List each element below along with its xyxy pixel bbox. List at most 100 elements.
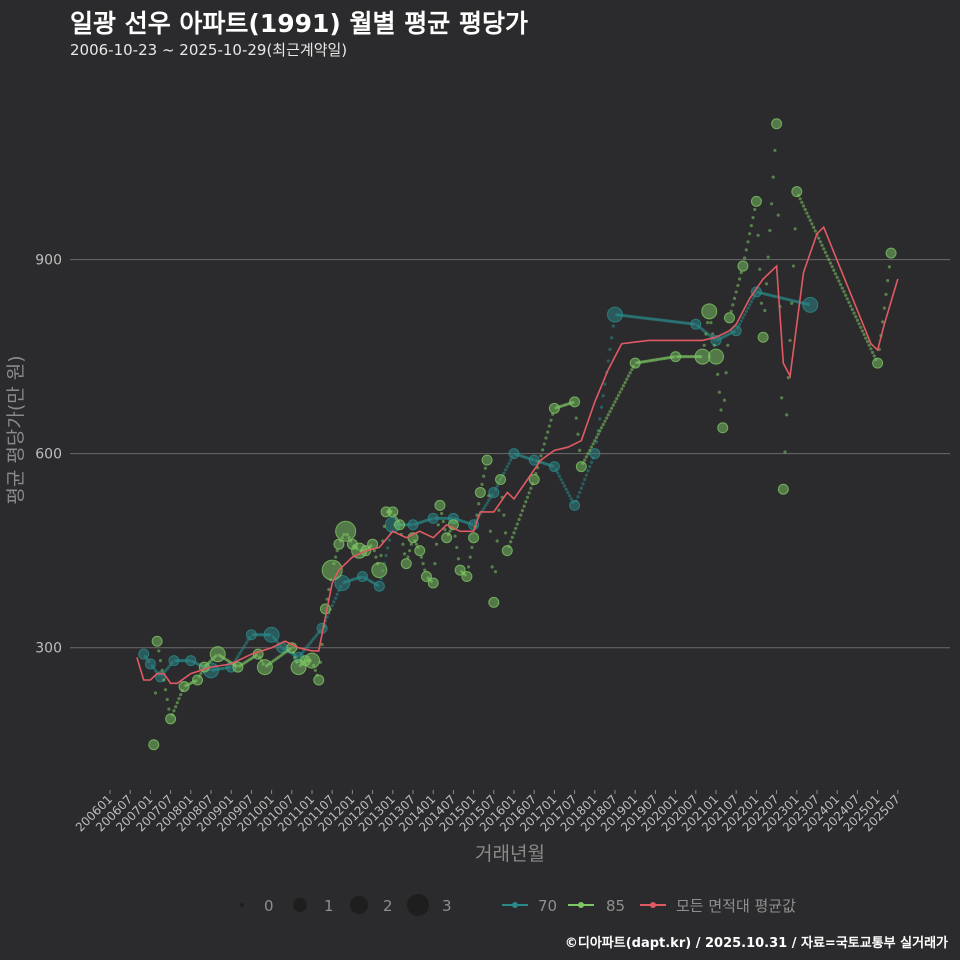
series-70-point-27 xyxy=(690,318,702,330)
series-70-interp-dot xyxy=(487,498,491,503)
series-85-interp-dot xyxy=(850,307,854,312)
series-70-interp-dot xyxy=(243,643,247,648)
series-70-interp-dot xyxy=(238,652,242,656)
series-70-interp-dot xyxy=(599,405,604,409)
series-85-interp-dot xyxy=(618,390,622,394)
series-85-point-33 xyxy=(441,532,453,544)
series-85-interp-dot xyxy=(525,495,530,499)
series-85-interp-dot xyxy=(488,529,493,533)
series-85-interp-dot xyxy=(759,301,764,305)
series-85-interp-dot xyxy=(616,393,620,398)
series-70-point-23 xyxy=(548,461,560,473)
series-85-interp-dot xyxy=(520,509,525,513)
size-legend-dot-3 xyxy=(407,894,429,916)
series-85-interp-dot xyxy=(845,297,849,301)
series-85-interp-dot xyxy=(626,374,631,378)
series-85-interp-dot xyxy=(539,454,543,458)
series-70-point-31 xyxy=(802,296,819,313)
series-85-interp-dot xyxy=(490,565,494,569)
series-85-interp-dot xyxy=(758,267,762,271)
series-85-point-36 xyxy=(461,571,473,583)
series-70-interp-dot xyxy=(576,495,580,499)
y-axis-ticks: 300 600 900 xyxy=(35,253,62,657)
series-85-interp-dot xyxy=(628,371,632,375)
series-85-interp-dot xyxy=(625,377,629,381)
series-85-interp-dot xyxy=(487,494,491,498)
series-85-interp-dot xyxy=(468,555,472,559)
series-70-interp-dot xyxy=(559,477,563,482)
size-legend-dot-0 xyxy=(240,903,244,907)
series-70-interp-dot xyxy=(556,471,560,475)
series-85-interp-dot xyxy=(448,529,452,533)
series-85-interp-dot xyxy=(828,261,833,265)
series-85-interp-dot xyxy=(613,400,617,404)
series-85-interp-dot xyxy=(604,416,609,420)
series-85-point-57 xyxy=(771,118,783,130)
series-85-interp-dot xyxy=(440,511,444,516)
series-85-interp-dot xyxy=(859,325,863,329)
series-85-point-56 xyxy=(757,331,769,343)
series-70-interp-dot xyxy=(386,546,390,550)
size-legend-dot-2 xyxy=(350,896,368,914)
chart-title: 일광 선우 아파트(1991) 월별 평균 평당가 xyxy=(70,9,528,38)
series-85-interp-dot xyxy=(527,491,531,495)
series-85-interp-dot xyxy=(776,213,780,217)
series-85-interp-dot xyxy=(157,649,161,653)
series-85-interp-dot xyxy=(436,523,440,527)
series-85-interp-dot xyxy=(704,332,708,336)
series-85-point-41 xyxy=(495,474,507,486)
legend-item-85: 85 xyxy=(568,897,625,915)
series-85-interp-dot xyxy=(480,482,484,486)
series-70-interp-dot xyxy=(502,471,506,475)
series-85-interp-dot xyxy=(732,296,737,300)
series-85-interp-dot xyxy=(482,474,486,478)
series-85-interp-dot xyxy=(865,340,870,344)
series-70-interp-dot xyxy=(239,649,243,653)
series-85-interp-dot xyxy=(621,384,626,388)
series-70-point-22 xyxy=(528,454,540,466)
series-70-interp-dot xyxy=(584,473,588,477)
series-85-interp-dot xyxy=(763,308,767,313)
series-85-interp-dot xyxy=(705,321,710,325)
series-85-interp-dot xyxy=(475,513,479,517)
series-85-interp-dot xyxy=(793,227,797,231)
series-85-interp-dot xyxy=(608,409,612,414)
series-85-interp-dot xyxy=(574,416,578,420)
series-85-interp-dot xyxy=(731,303,735,307)
series-85-interp-dot xyxy=(517,517,521,522)
series-85-interp-dot xyxy=(854,315,858,319)
series-85-point-32 xyxy=(434,499,446,511)
series-70-interp-dot xyxy=(603,382,607,386)
series-85-interp-dot xyxy=(174,705,178,709)
series-70-interp-dot xyxy=(581,482,585,486)
series-85-interp-dot xyxy=(751,215,755,220)
series-85-interp-dot xyxy=(596,432,600,436)
series-85-point-59 xyxy=(791,186,803,198)
series-85-point-55 xyxy=(750,195,762,207)
series-70-point-8 xyxy=(263,626,280,643)
series-85-interp-dot xyxy=(717,390,721,394)
size-legend-dot-1 xyxy=(293,898,307,912)
series-85-point-2 xyxy=(165,713,177,725)
series-70-interp-dot xyxy=(567,494,572,498)
series-85-interp-dot xyxy=(773,148,777,153)
series-85-point-14 xyxy=(313,674,325,686)
series-85-interp-dot xyxy=(502,513,506,517)
series-85-interp-dot xyxy=(712,343,716,347)
series-85-interp-dot xyxy=(790,301,794,305)
series-85-interp-dot xyxy=(833,272,838,276)
series-70-interp-dot xyxy=(335,592,339,596)
series-85-interp-dot xyxy=(510,535,514,539)
series-85-interp-dot xyxy=(801,204,806,208)
series-85-interp-dot xyxy=(327,587,331,592)
series-85-interp-dot xyxy=(333,555,338,559)
series-85-interp-dot xyxy=(837,279,841,283)
series-85-point-25 xyxy=(387,506,399,518)
series-85-interp-dot xyxy=(583,458,587,462)
series-85-interp-dot xyxy=(179,692,183,697)
legend-label-85: 85 xyxy=(606,897,625,915)
series-85-interp-dot xyxy=(160,668,164,672)
series-85-interp-dot xyxy=(419,555,424,559)
series-85-interp-dot xyxy=(514,526,518,531)
